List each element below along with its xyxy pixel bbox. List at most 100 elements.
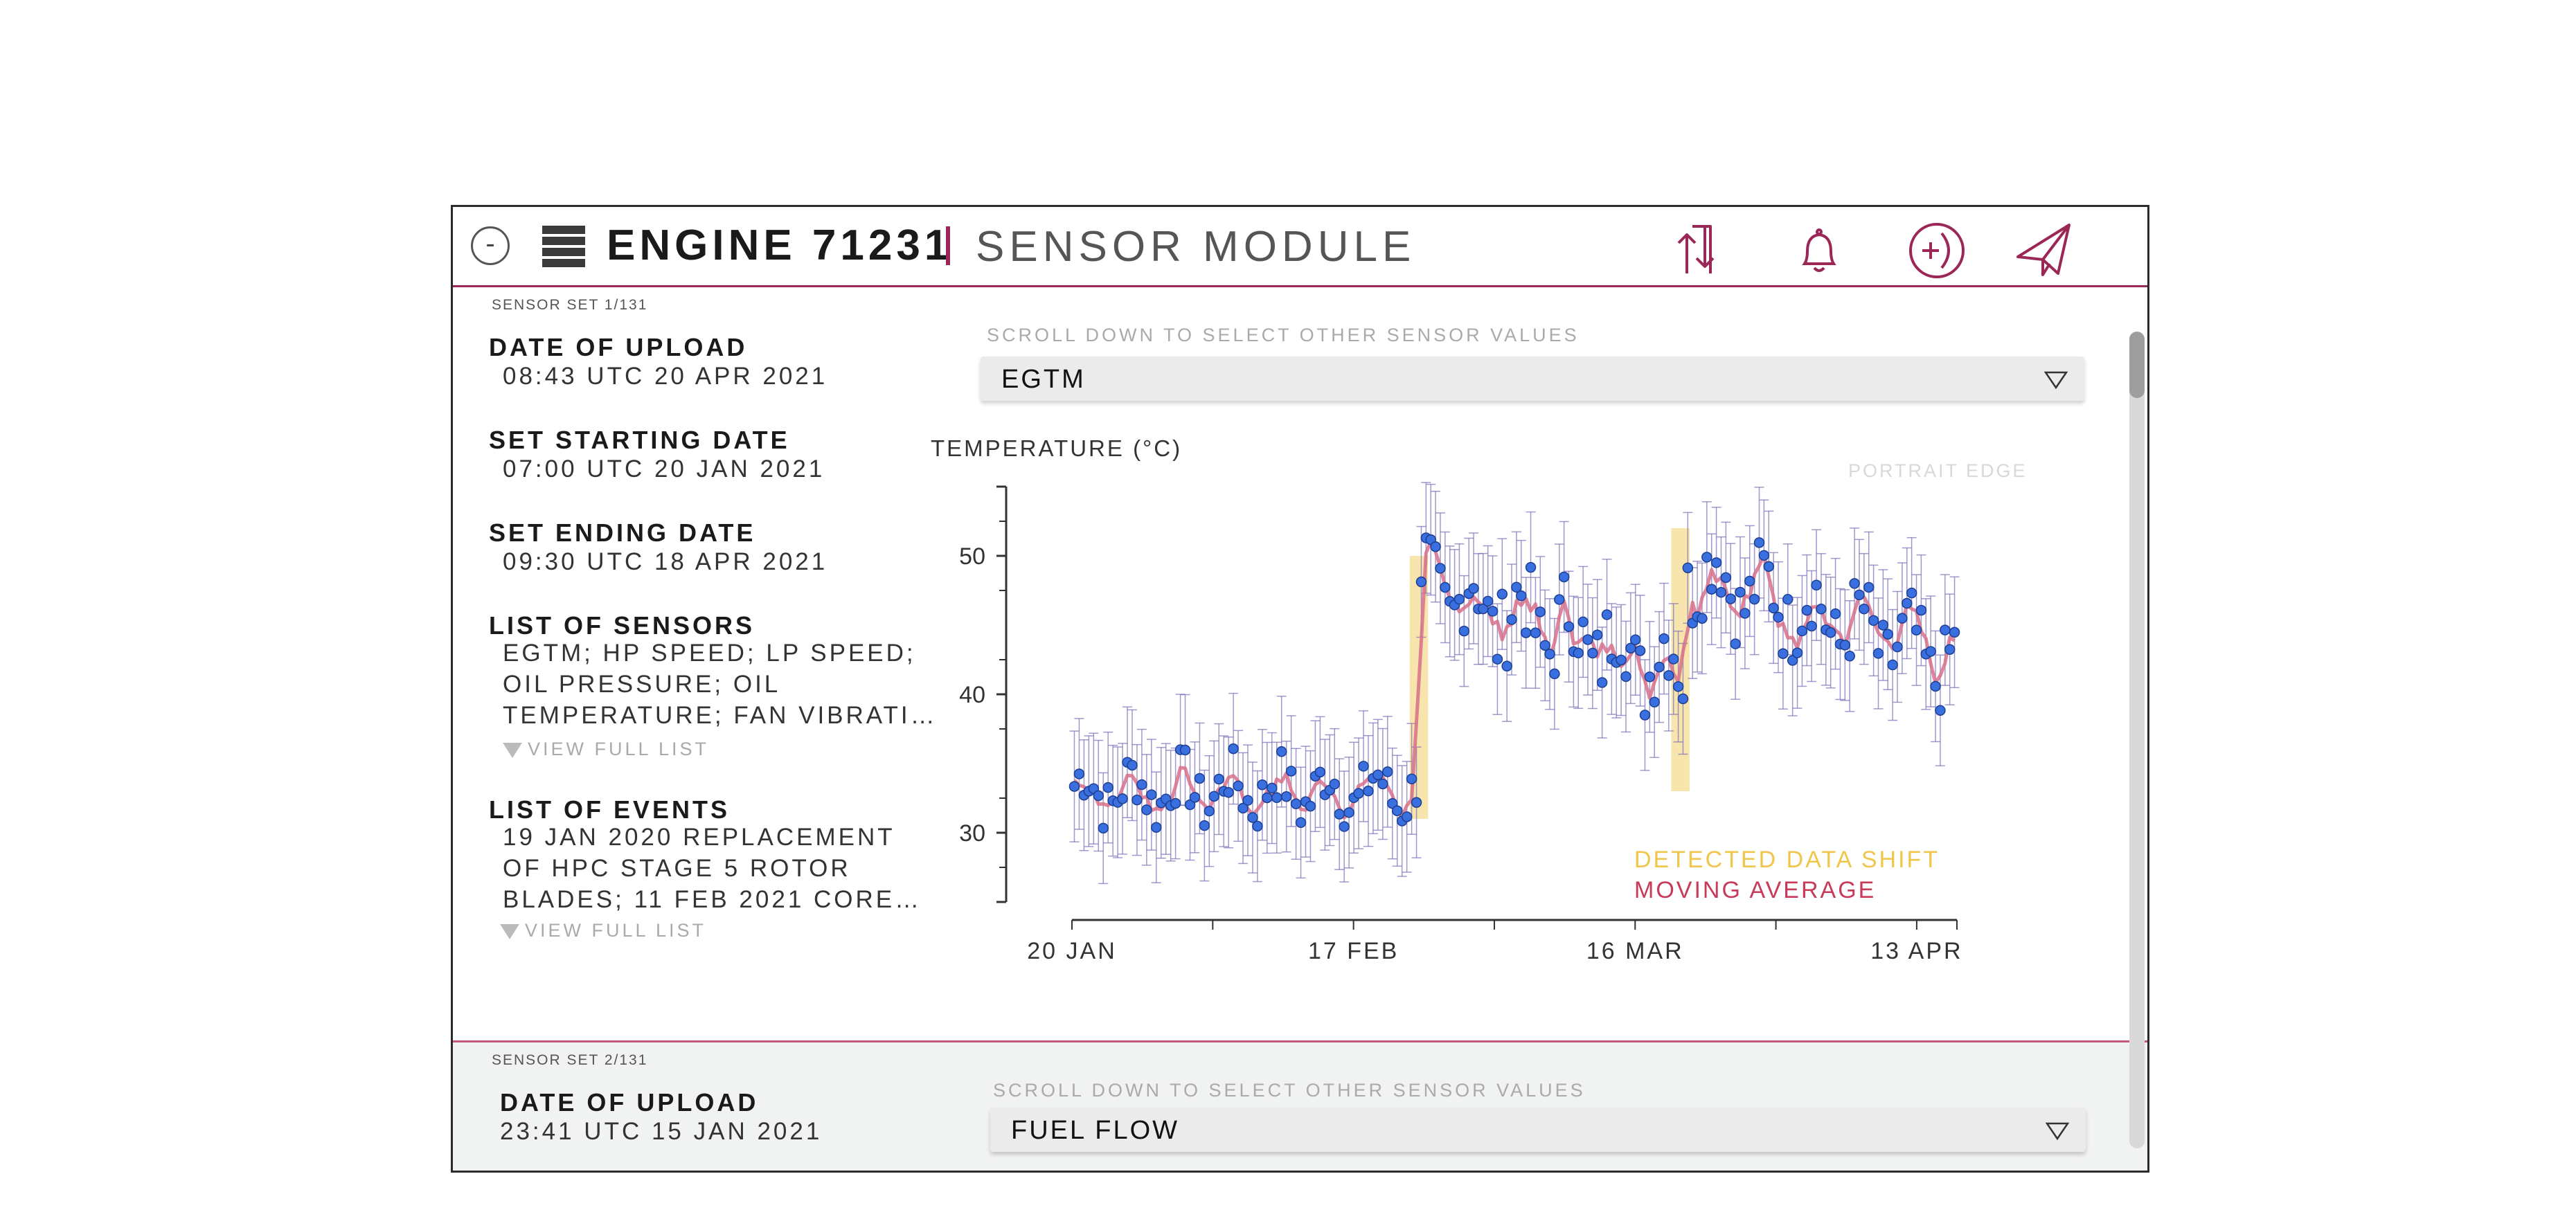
end-date-label: SET ENDING DATE: [489, 518, 756, 547]
data-point: [1587, 647, 1598, 659]
sensor-select-value: EGTM: [1001, 365, 1086, 394]
data-point: [1658, 633, 1670, 644]
add-circle-icon[interactable]: [1906, 219, 1968, 282]
x-tick-label: 17 FEB: [1308, 938, 1399, 964]
data-point: [1839, 640, 1851, 651]
data-point: [1654, 661, 1665, 673]
data-point: [1179, 744, 1191, 756]
send-icon[interactable]: [2012, 219, 2075, 282]
data-point: [1314, 766, 1326, 778]
data-point: [1204, 805, 1215, 817]
data-point: [1944, 644, 1956, 655]
data-point: [1834, 638, 1846, 650]
data-point: [1073, 768, 1085, 779]
data-point: [1511, 581, 1522, 593]
data-point: [1324, 784, 1336, 796]
data-point: [1184, 799, 1196, 811]
data-point: [1382, 766, 1393, 777]
data-point: [1242, 795, 1253, 806]
data-point: [1629, 634, 1641, 645]
data-point: [1525, 561, 1537, 573]
data-point: [1319, 789, 1331, 800]
data-point: [1276, 746, 1287, 757]
upload-date-value: 23:41 UTC 15 JAN 2021: [500, 1118, 823, 1145]
data-point: [1391, 805, 1403, 816]
data-point: [1697, 613, 1708, 624]
data-point: [1468, 583, 1479, 594]
scrollbar-track[interactable]: [2129, 332, 2145, 1148]
view-full-events-link[interactable]: VIEW FULL LIST: [500, 920, 706, 941]
data-point: [1396, 815, 1408, 827]
data-point: [1897, 613, 1908, 624]
events-line: BLADES; 11 FEB 2021 CORE…: [503, 886, 922, 913]
bell-icon[interactable]: [1788, 219, 1850, 282]
data-point: [1174, 744, 1186, 755]
x-tick-label: 20 JAN: [1027, 938, 1117, 964]
events-line: 19 JAN 2020 REPLACEMENT: [503, 824, 895, 851]
data-point: [1863, 581, 1875, 593]
data-point: [1425, 534, 1436, 545]
data-point: [1616, 654, 1627, 666]
data-point: [1247, 812, 1258, 823]
view-full-sensors-link[interactable]: VIEW FULL LIST: [503, 739, 709, 760]
data-point: [1237, 802, 1249, 814]
data-point: [1170, 797, 1181, 809]
sort-arrows-icon[interactable]: [1672, 219, 1734, 282]
sensor-select[interactable]: FUEL FLOW: [990, 1108, 2086, 1152]
data-point: [1285, 766, 1297, 777]
watermark-label: PORTRAIT EDGE: [1848, 460, 2028, 481]
menu-icon[interactable]: [542, 226, 585, 269]
data-point: [1280, 791, 1292, 802]
sensors-line: OIL PRESSURE; OIL: [503, 671, 781, 698]
data-point: [1735, 586, 1746, 598]
triangle-down-icon: [503, 742, 522, 758]
data-point: [1644, 671, 1656, 683]
sensor-select[interactable]: EGTM: [981, 356, 2084, 401]
data-point: [1554, 594, 1565, 605]
data-point: [1228, 743, 1239, 755]
data-point: [1454, 593, 1465, 605]
data-point: [1892, 641, 1903, 653]
data-point: [1830, 608, 1841, 620]
data-point: [1401, 811, 1413, 822]
x-tick-label: 13 APR: [1870, 938, 1962, 964]
data-point: [1706, 584, 1717, 595]
data-point: [1753, 537, 1765, 548]
data-point: [1295, 817, 1307, 829]
data-point: [1539, 640, 1550, 651]
data-point: [1620, 671, 1631, 683]
data-point: [1487, 606, 1499, 617]
data-point: [1339, 821, 1350, 832]
data-point: [1127, 759, 1138, 771]
events-line: OF HPC STAGE 5 ROTOR: [503, 855, 851, 882]
data-point: [1440, 581, 1451, 593]
sensors-line: TEMPERATURE; FAN VIBRATI…: [503, 702, 938, 729]
data-point: [1290, 798, 1302, 810]
scroll-hint: SCROLL DOWN TO SELECT OTHER SENSOR VALUE…: [987, 325, 1580, 345]
data-point: [1122, 757, 1133, 768]
data-point: [1334, 809, 1345, 820]
data-point: [1778, 648, 1789, 659]
data-point: [1530, 627, 1541, 639]
data-point: [1218, 786, 1229, 797]
data-point: [1257, 779, 1268, 791]
data-point: [1444, 596, 1456, 607]
data-point: [1199, 820, 1210, 831]
data-point: [1625, 642, 1636, 654]
data-point: [1132, 794, 1143, 806]
data-point: [1925, 646, 1936, 657]
data-point: [1568, 646, 1580, 658]
scrollbar-thumb[interactable]: [2129, 332, 2145, 398]
data-point: [1155, 797, 1167, 809]
collapse-button[interactable]: -: [471, 226, 510, 265]
data-point: [1107, 795, 1118, 806]
data-point: [1563, 621, 1575, 633]
data-point: [1796, 625, 1808, 637]
data-point: [1329, 778, 1341, 790]
start-date-label: SET STARTING DATE: [489, 426, 790, 454]
data-point: [1420, 532, 1432, 543]
data-point: [1930, 680, 1941, 692]
data-point: [1492, 653, 1503, 665]
data-point: [1591, 629, 1603, 641]
data-point: [1935, 705, 1946, 716]
